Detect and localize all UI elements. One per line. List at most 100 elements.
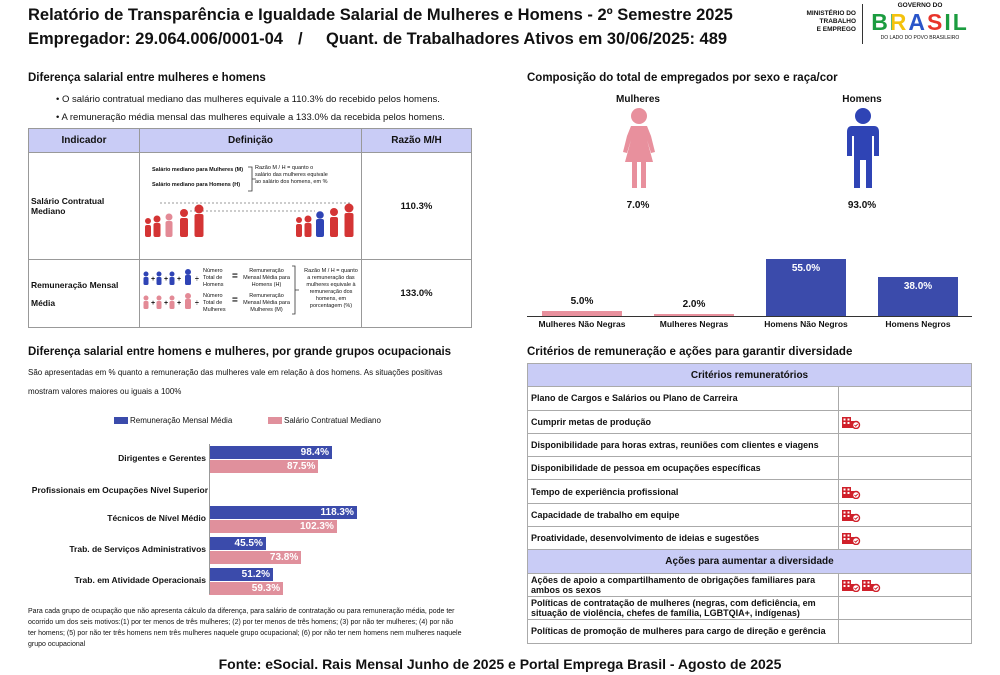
header-separator: / <box>298 30 303 48</box>
contractual-bar-5: 59.3% <box>209 582 284 595</box>
criteria-table: Critérios remuneratórios Plano de Cargos… <box>527 362 972 644</box>
composition-title: Composição do total de empregados por se… <box>527 72 838 84</box>
criteria-mark <box>838 409 972 434</box>
diversity-mark <box>838 595 972 621</box>
criteria-row: Tempo de experiência profissional <box>527 479 972 504</box>
occupation-label-4: Trab. de Serviços Administrativos <box>69 544 206 554</box>
composition-bar-label-4: 38.0% <box>903 280 933 292</box>
legend-swatch-remuneration <box>114 417 128 424</box>
contractual-bar-4: 73.8% <box>209 551 302 564</box>
remuneration-people-icons <box>143 265 299 315</box>
criteria-label: Plano de Cargos e Salários ou Plano de C… <box>527 386 839 411</box>
composition-bar-2 <box>654 313 734 316</box>
composition-category-1: Mulheres Não Negras <box>538 319 626 329</box>
occupational-footnote: Para cada grupo de ocupação que não apre… <box>28 608 462 648</box>
occupational-desc-1: São apresentadas em % quanto a remuneraç… <box>28 368 443 377</box>
footer-source: Fonte: eSocial. Rais Mensal Junho de 202… <box>218 656 782 672</box>
composition-bar-3 <box>766 259 846 316</box>
diversity-header: Ações para aumentar a diversidade <box>527 549 972 574</box>
criteria-row: Proatividade, desenvolvimento de ideias … <box>527 526 972 551</box>
men-pct: 93.0% <box>847 200 877 211</box>
composition-category-2: Mulheres Negras <box>659 319 729 329</box>
definition-contractual: Salário mediano para Mulheres (M) Salári… <box>139 152 362 260</box>
occupation-label-1: Dirigentes e Gerentes <box>118 453 206 463</box>
criteria-title: Critérios de remuneração e ações para ga… <box>527 346 853 358</box>
diversity-row: Políticas de contratação de mulheres (ne… <box>527 595 972 621</box>
indicator-contractual: Salário Contratual Mediano <box>28 152 140 260</box>
criteria-row: Plano de Cargos e Salários ou Plano de C… <box>527 386 972 411</box>
men-label: Homens <box>842 94 882 105</box>
criteria-mark <box>838 432 972 458</box>
criteria-mark <box>838 479 972 504</box>
diversity-label: Políticas de promoção de mulheres para c… <box>527 619 839 644</box>
criteria-label: Disponibilidade para horas extras, reuni… <box>527 432 839 458</box>
report-title: Relatório de Transparência e Igualdade S… <box>28 6 733 24</box>
ministry-logo: MINISTÉRIO DO TRABALHO E EMPREGO <box>806 10 856 33</box>
women-pct: 7.0% <box>626 200 650 211</box>
diversity-mark <box>838 572 972 597</box>
col-indicator: Indicador <box>28 128 140 153</box>
occupation-label-2: Profissionais em Ocupações Nível Superio… <box>31 485 208 495</box>
diversity-row: Ações de apoio a compartilhamento de obr… <box>527 572 972 597</box>
occupation-label-5: Trab. em Atividade Operacionais <box>74 575 206 585</box>
composition-bar-label-3: 55.0% <box>791 263 821 274</box>
bullet-contractual: • O salário contratual mediano das mulhe… <box>56 94 440 105</box>
criteria-label: Disponibilidade de pessoa em ocupações e… <box>527 456 839 481</box>
company-icon <box>862 579 881 593</box>
company-icon <box>842 416 861 429</box>
criteria-mark <box>838 502 972 528</box>
salary-diff-title: Diferença salarial entre mulheres e home… <box>28 72 266 84</box>
occupational-title: Diferença salarial entre homens e mulher… <box>28 346 452 358</box>
ratio-remuneration: 133.0% <box>361 259 472 328</box>
legend-swatch-contractual <box>268 417 282 424</box>
remuneration-bar-3: 118.3% <box>209 506 357 519</box>
occupational-desc-2: mostram valores maiores ou iguais a 100% <box>28 387 182 396</box>
remuneration-bar-4: 45.5% <box>209 537 266 550</box>
woman-icon <box>623 108 655 188</box>
indicator-remuneration: Remuneração Mensal Média <box>28 259 140 328</box>
diversity-mark <box>838 619 972 644</box>
composition-category-3: Homens Não Negros <box>764 319 848 329</box>
definition-remuneration: + + + ÷ + + + ÷ Número Total de Homens =… <box>139 259 362 328</box>
company-icon <box>842 509 861 523</box>
company-icon <box>842 533 861 546</box>
composition-bar-label-2: 2.0% <box>682 298 706 310</box>
criteria-label: Capacidade de trabalho em equipe <box>527 502 839 528</box>
gov-logo: GOVERNO DO BRASIL DO LADO DO POVO BRASIL… <box>871 2 969 41</box>
legend-remuneration: Remuneração Mensal Média <box>130 416 233 425</box>
criteria-row: Disponibilidade para horas extras, reuni… <box>527 432 972 458</box>
ratio-contractual: 110.3% <box>361 152 472 260</box>
diversity-row: Políticas de promoção de mulheres para c… <box>527 619 972 644</box>
contractual-bar-3: 102.3% <box>209 520 337 533</box>
composition-category-4: Homens Negros <box>885 319 951 329</box>
workers-count: Quant. de Trabalhadores Ativos em 30/06/… <box>326 30 728 48</box>
company-icon <box>842 579 861 593</box>
logo-divider <box>862 4 863 44</box>
criteria-label: Cumprir metas de produção <box>527 409 839 434</box>
contractual-bar-1: 87.5% <box>209 460 319 473</box>
criteria-mark <box>838 526 972 551</box>
legend-contractual: Salário Contratual Mediano <box>284 416 381 425</box>
criteria-mark <box>838 386 972 411</box>
indicator-table: Indicador Definição Razão M/H Salário Co… <box>28 128 472 328</box>
women-label: Mulheres <box>616 94 660 105</box>
employer-id: Empregador: 29.064.006/0001-04 <box>28 30 283 48</box>
criteria-row: Disponibilidade de pessoa em ocupações e… <box>527 456 972 481</box>
criteria-row: Capacidade de trabalho em equipe <box>527 502 972 528</box>
criteria-mark <box>838 456 972 481</box>
criteria-label: Proatividade, desenvolvimento de ideias … <box>527 526 839 551</box>
composition-bar-label-1: 5.0% <box>570 295 594 307</box>
contractual-people-icons <box>145 166 354 237</box>
bullet-remuneration: • A remuneração média mensal das mulhere… <box>56 112 445 123</box>
company-icon <box>842 486 861 499</box>
criteria-header: Critérios remuneratórios <box>527 362 972 388</box>
remuneration-bar-5: 51.2% <box>209 568 273 581</box>
diversity-label: Ações de apoio a compartilhamento de obr… <box>527 572 839 597</box>
composition-axis <box>527 316 972 317</box>
criteria-label: Tempo de experiência profissional <box>527 479 839 504</box>
occupational-axis <box>209 444 210 594</box>
man-icon <box>847 108 879 188</box>
criteria-row: Cumprir metas de produção <box>527 409 972 434</box>
occupation-label-3: Técnicos de Nível Médio <box>107 513 206 523</box>
col-ratio: Razão M/H <box>361 128 472 153</box>
